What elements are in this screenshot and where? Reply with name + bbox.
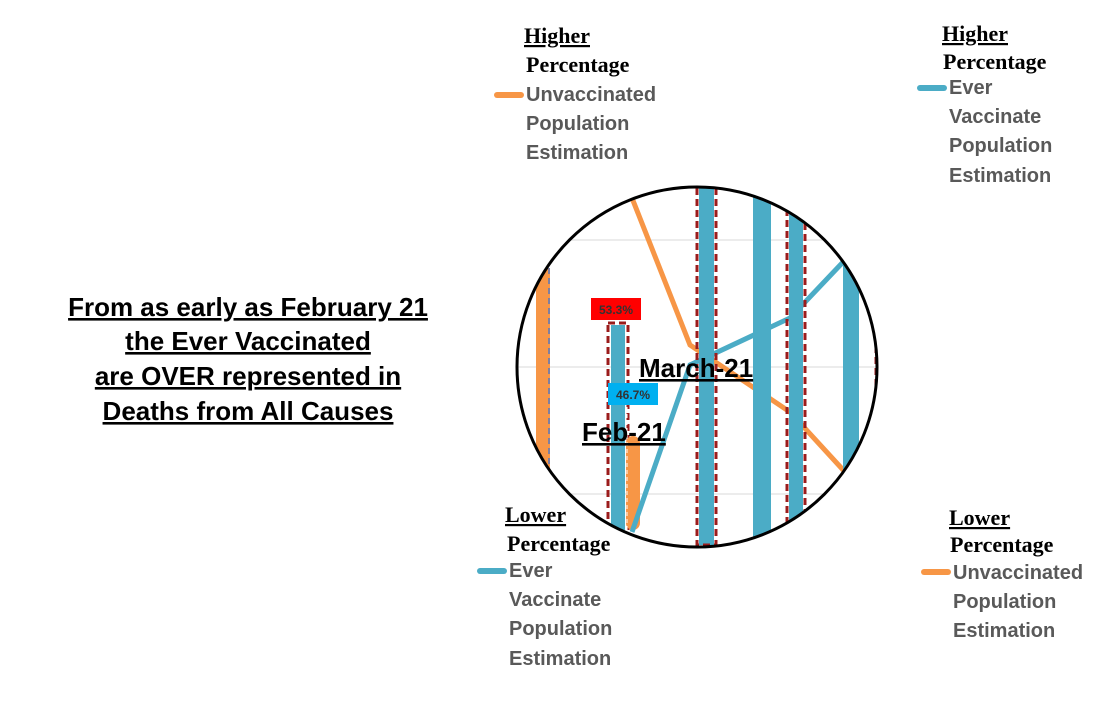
headline-line-3: are OVER represented in — [95, 361, 401, 391]
legend-bottom-left-line-4: Estimation — [509, 648, 611, 670]
legend-top-left-line-1: Unvaccinated — [526, 84, 656, 106]
legend-bottom-left-title: Lower — [505, 502, 566, 527]
legend-bottom-right-line-2: Population — [953, 591, 1056, 613]
feb-unvaccinated-bar — [626, 436, 640, 530]
legend-top-right: Higher Percentage Ever Vaccinate Populat… — [917, 21, 1052, 187]
category-label-feb: Feb-21 — [582, 417, 666, 447]
data-label-box-vaccinated — [591, 298, 641, 320]
legend-top-left-subtitle: Percentage — [526, 52, 630, 77]
legend-top-left-line-3: Estimation — [526, 142, 628, 164]
lens-border — [515, 185, 879, 549]
vaccinated-bar — [789, 210, 803, 522]
legend-bottom-right-subtitle: Percentage — [950, 532, 1054, 557]
category-label-march: March-21 — [639, 353, 753, 383]
legend-top-right-title: Higher — [942, 21, 1008, 46]
legend-bottom-left-line-3: Population — [509, 618, 612, 640]
legend-top-right-line-1: Ever — [949, 77, 993, 99]
vaccinated-trend-line — [629, 258, 847, 533]
data-label-box-unvaccinated — [608, 383, 658, 405]
partial-unvaccinated-bar — [536, 268, 550, 468]
magnifier-lens: 53.3% 46.7% Feb-21 March-21 — [515, 185, 879, 549]
legend-top-left: Higher Percentage Unvaccinated Populatio… — [494, 23, 656, 164]
headline: From as early as February 21 the Ever Va… — [68, 292, 428, 426]
legend-bottom-left-line-2: Vaccinate — [509, 589, 601, 611]
lens-content — [517, 187, 877, 547]
feb-vaccinated-bar-outline — [606, 321, 630, 535]
legend-bottom-left-line-1: Ever — [509, 560, 553, 582]
headline-line-1: From as early as February 21 — [68, 292, 428, 322]
vaccinated-bar — [843, 255, 859, 470]
legend-bottom-right-line-3: Estimation — [953, 620, 1055, 642]
unvaccinated-trend-line — [629, 197, 847, 474]
feb-vaccinated-bar — [611, 325, 625, 530]
legend-bottom-right-title: Lower — [949, 505, 1010, 530]
legend-bottom-right-line-1: Unvaccinated — [953, 562, 1083, 584]
legend-top-right-line-4: Estimation — [949, 165, 1051, 187]
headline-line-4: Deaths from All Causes — [103, 396, 394, 426]
march-vaccinated-bar-outline — [695, 187, 718, 547]
legend-top-right-line-2: Vaccinate — [949, 106, 1041, 128]
march-vaccinated-bar — [699, 187, 714, 545]
legend-top-right-line-3: Population — [949, 135, 1052, 157]
vaccinated-bar — [753, 195, 771, 540]
legend-bottom-left-subtitle: Percentage — [507, 531, 611, 556]
legend-top-left-line-2: Population — [526, 113, 629, 135]
data-label-vaccinated: 53.3% — [599, 303, 633, 317]
legend-top-left-title: Higher — [524, 23, 590, 48]
legend-top-right-subtitle: Percentage — [943, 49, 1047, 74]
headline-line-2: the Ever Vaccinated — [125, 326, 371, 356]
legend-bottom-right: Lower Percentage Unvaccinated Population… — [921, 505, 1083, 642]
data-label-unvaccinated: 46.7% — [616, 388, 650, 402]
legend-bottom-left: Lower Percentage Ever Vaccinate Populati… — [477, 502, 612, 670]
